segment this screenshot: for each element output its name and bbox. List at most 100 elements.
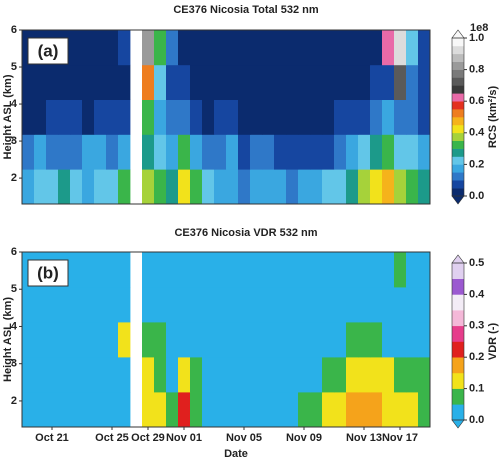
cell	[298, 252, 311, 288]
cell	[346, 30, 359, 66]
cell	[418, 322, 431, 358]
cell	[406, 252, 419, 288]
cell	[70, 99, 83, 135]
cell	[394, 392, 407, 428]
cell	[274, 357, 287, 393]
cell	[58, 169, 71, 205]
cell	[166, 169, 179, 205]
plot-frame	[21, 251, 431, 428]
cell	[286, 169, 299, 205]
cell	[238, 64, 251, 100]
cell	[202, 322, 215, 358]
cell	[358, 99, 371, 135]
y-tick-label: 5	[11, 283, 17, 295]
cell	[94, 392, 107, 428]
cell	[394, 169, 407, 205]
colorbar-segment	[452, 61, 464, 70]
cell	[346, 252, 359, 288]
cell	[274, 287, 287, 323]
cell	[298, 169, 311, 205]
cell	[250, 392, 263, 428]
cell	[214, 30, 227, 66]
cell	[58, 134, 71, 170]
cell	[262, 64, 275, 100]
cell	[70, 322, 83, 358]
cell	[262, 287, 275, 323]
colorbar-segment	[452, 140, 464, 149]
cell	[46, 392, 59, 428]
colorbar-segment	[452, 263, 464, 279]
cell	[322, 287, 335, 323]
cell	[142, 64, 155, 100]
cell	[202, 30, 215, 66]
colorbar-segment	[452, 180, 464, 189]
cell	[118, 169, 131, 205]
cell	[394, 357, 407, 393]
cell	[394, 99, 407, 135]
cell	[370, 134, 383, 170]
cell	[190, 64, 203, 100]
cell	[166, 99, 179, 135]
cell	[274, 392, 287, 428]
cell	[334, 287, 347, 323]
cell	[202, 392, 215, 428]
y-axis-label: Height ASL (km)	[2, 297, 14, 382]
cell	[46, 169, 59, 205]
colorbar-segment	[452, 278, 464, 295]
y-axis-label: Height ASL (km)	[2, 74, 14, 159]
colorbar-frame	[451, 262, 465, 421]
cell	[70, 30, 83, 66]
cell	[154, 30, 167, 66]
y-tick-label: 4	[11, 320, 18, 332]
cell	[286, 357, 299, 393]
cell	[226, 392, 239, 428]
cell	[142, 30, 155, 66]
cell	[262, 322, 275, 358]
cell	[334, 134, 347, 170]
cell	[370, 357, 383, 393]
colorbar-tick-label: 1.0	[469, 32, 484, 44]
cell	[226, 169, 239, 205]
cell	[118, 357, 131, 393]
panel-label-box	[27, 259, 69, 287]
cell	[34, 322, 47, 358]
cell	[166, 357, 179, 393]
cell	[226, 287, 239, 323]
colorbar-label: RCS (km²/s)	[487, 85, 499, 148]
colorbar-segment	[452, 325, 464, 342]
cell	[298, 30, 311, 66]
cell	[106, 64, 119, 100]
cell	[94, 252, 107, 288]
cell	[298, 392, 311, 428]
cell	[346, 134, 359, 170]
cell	[166, 252, 179, 288]
cell	[214, 252, 227, 288]
cell	[214, 357, 227, 393]
cell	[82, 169, 95, 205]
cell	[94, 134, 107, 170]
cell	[346, 357, 359, 393]
chart-title: CE376 Nicosia VDR 532 nm	[174, 227, 317, 239]
cell	[382, 322, 395, 358]
cell	[82, 322, 95, 358]
cell	[382, 287, 395, 323]
cell	[382, 134, 395, 170]
y-tick-label: 4	[11, 98, 18, 110]
cell	[58, 392, 71, 428]
cell	[406, 30, 419, 66]
cell	[166, 322, 179, 358]
cell	[394, 30, 407, 66]
cell	[310, 252, 323, 288]
colorbar-arrow	[451, 419, 465, 429]
cell	[82, 64, 95, 100]
cell	[190, 357, 203, 393]
cell	[394, 134, 407, 170]
colorbar-tick-label: 0.4	[469, 127, 485, 139]
colorbar-segment	[452, 388, 464, 405]
colorbar-segment	[452, 124, 464, 134]
colorbar-label: VDR (-)	[487, 323, 499, 361]
cell	[118, 322, 131, 358]
cell	[370, 99, 383, 135]
cell	[298, 357, 311, 393]
cell	[190, 134, 203, 170]
